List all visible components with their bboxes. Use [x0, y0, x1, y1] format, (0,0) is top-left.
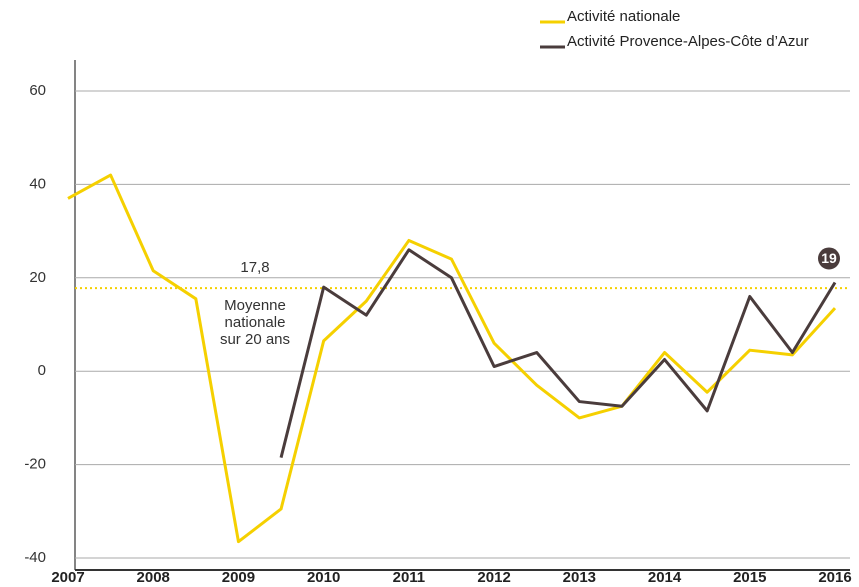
- x-tick-label: 2016: [818, 569, 851, 586]
- x-tick-label: 2015: [733, 569, 766, 586]
- y-tick-label: -20: [24, 456, 46, 473]
- legend-label: Activité Provence-Alpes-Côte d’Azur: [567, 33, 809, 50]
- y-tick-label: 60: [29, 82, 46, 99]
- y-tick-label: 20: [29, 269, 46, 286]
- x-tick-label: 2009: [222, 569, 255, 586]
- x-tick-label: 2014: [648, 569, 682, 586]
- y-tick-label: -40: [24, 549, 46, 566]
- y-tick-label: 40: [29, 175, 46, 192]
- x-tick-label: 2011: [393, 569, 426, 586]
- x-tick-label: 2010: [307, 569, 340, 586]
- reference-text: Moyenne: [224, 297, 286, 314]
- end-badge: [818, 247, 840, 270]
- x-tick-label: 2012: [477, 569, 510, 586]
- x-tick-label: 2007: [51, 569, 84, 586]
- line-series: [279, 248, 837, 458]
- legend-label: Activité nationale: [567, 8, 680, 25]
- reference-text: nationale: [225, 314, 286, 331]
- y-tick-label: 0: [38, 362, 46, 379]
- reference-text: sur 20 ans: [220, 331, 290, 348]
- line-series: [67, 173, 837, 544]
- x-tick-label: 2013: [563, 569, 596, 586]
- end-badge-label: 19: [821, 250, 837, 266]
- x-tick-label: 2008: [137, 569, 170, 586]
- reference-value: 17,8: [240, 259, 269, 276]
